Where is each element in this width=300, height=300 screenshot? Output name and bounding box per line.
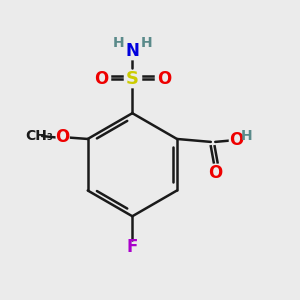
Text: H: H: [141, 36, 152, 50]
Text: O: O: [229, 131, 243, 149]
Text: O: O: [94, 70, 108, 88]
Text: CH₃: CH₃: [25, 129, 53, 143]
Text: S: S: [126, 70, 139, 88]
Text: H: H: [241, 129, 253, 143]
Text: H: H: [112, 36, 124, 50]
Text: F: F: [127, 238, 138, 256]
Text: O: O: [208, 164, 222, 182]
Text: O: O: [157, 70, 171, 88]
Text: O: O: [56, 128, 70, 146]
Text: N: N: [125, 42, 139, 60]
